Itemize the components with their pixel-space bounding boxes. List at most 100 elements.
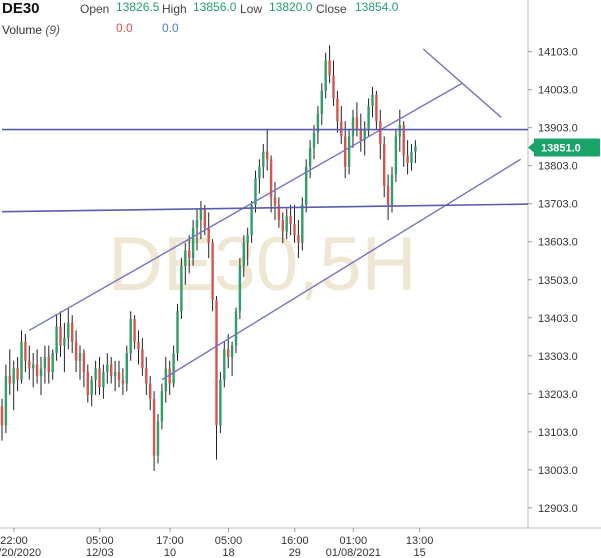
candle	[402, 121, 405, 167]
candle	[145, 356, 148, 395]
candle	[383, 136, 386, 198]
candle-body	[164, 368, 167, 392]
candle	[63, 322, 66, 373]
candle-body	[137, 341, 140, 350]
volume-label: Volume (9)	[2, 23, 61, 37]
candle	[281, 212, 284, 243]
candle-body	[246, 235, 249, 243]
high-label: High	[162, 2, 187, 16]
ohlc-header: DE30 Open 13826.5 High 13856.0 Low 13820…	[0, 0, 530, 40]
candle-body	[359, 128, 362, 141]
candle	[102, 364, 105, 399]
candle	[59, 311, 62, 357]
candle-body	[347, 136, 351, 167]
last-price-tag: 13851.0	[528, 138, 600, 157]
candle	[398, 109, 401, 152]
candle	[160, 383, 164, 430]
candle-body	[74, 341, 78, 361]
candle-body	[199, 208, 203, 221]
candle	[94, 360, 97, 395]
candle-body	[28, 360, 31, 369]
candle-body	[125, 353, 128, 384]
candle-body	[230, 345, 234, 357]
candle-body	[227, 349, 230, 357]
candle	[195, 208, 199, 251]
candle-body	[110, 364, 113, 376]
last-price-background	[534, 138, 600, 157]
candle-body	[16, 368, 19, 380]
date-tick-label: 18	[222, 547, 234, 558]
candle-body	[152, 398, 156, 456]
last-price-label: 13851.0	[541, 142, 581, 154]
date-tick-label: 12/03	[86, 547, 114, 558]
time-tick-label: 16:00	[281, 535, 309, 547]
candle	[246, 227, 249, 266]
candle-body	[367, 106, 370, 129]
candle	[129, 311, 132, 361]
time-tick-label: 05:00	[86, 535, 114, 547]
candle-body	[285, 216, 288, 232]
candle-body	[254, 178, 257, 205]
candle	[340, 106, 343, 145]
candle	[230, 341, 234, 376]
candle-body	[312, 132, 316, 148]
time-axis: 22:0011/20/202005:0012/0317:001005:00181…	[0, 528, 433, 558]
candle	[207, 212, 210, 259]
candle-body	[250, 204, 253, 236]
candle	[168, 360, 171, 395]
candle	[43, 345, 47, 384]
date-tick-label: 29	[289, 547, 301, 558]
candle-body	[12, 368, 15, 384]
candle	[152, 391, 156, 471]
candle-body	[195, 220, 199, 228]
candle-body	[386, 185, 390, 205]
price-tick-label: 13203.0	[538, 389, 578, 401]
candle	[28, 345, 31, 380]
candle	[188, 235, 191, 274]
candle	[367, 98, 370, 137]
candle	[82, 349, 86, 388]
price-tick-label: 13803.0	[538, 161, 578, 173]
trend-lines-layer	[1, 48, 529, 381]
candle-body	[51, 353, 54, 373]
candle-body	[414, 146, 417, 152]
candle-body	[35, 364, 39, 376]
candle	[336, 90, 339, 133]
candle-body	[211, 242, 214, 300]
candle-body	[363, 128, 366, 141]
candle	[184, 242, 187, 285]
high-value: 13856.0	[193, 0, 237, 14]
candle-body	[262, 151, 265, 167]
candle-body	[117, 372, 121, 380]
candle	[55, 315, 58, 361]
price-tick-label: 13603.0	[538, 237, 578, 249]
candle-body	[308, 147, 312, 167]
close-label: Close	[316, 2, 347, 16]
candle	[347, 128, 351, 175]
candle-body	[351, 117, 355, 137]
candle-body	[59, 326, 62, 346]
candle-body	[320, 90, 323, 114]
candle-body	[78, 353, 82, 361]
candle-body	[383, 144, 386, 186]
price-tick-label: 13503.0	[538, 275, 578, 287]
candle-body	[328, 60, 331, 76]
candle	[285, 208, 288, 240]
candle-body	[289, 216, 292, 224]
candle	[78, 345, 82, 380]
candle	[301, 197, 304, 251]
candle	[234, 307, 238, 354]
date-tick-label: 10	[164, 547, 176, 558]
candle-body	[94, 368, 97, 380]
candle	[312, 125, 316, 160]
time-tick-label: 22:00	[0, 535, 28, 547]
candle-body	[375, 94, 378, 122]
candle	[32, 353, 35, 388]
candle	[386, 174, 390, 221]
candle-body	[184, 250, 187, 266]
candle	[269, 155, 273, 213]
candle	[223, 341, 226, 388]
candle	[121, 368, 125, 395]
candle-body	[180, 265, 183, 312]
